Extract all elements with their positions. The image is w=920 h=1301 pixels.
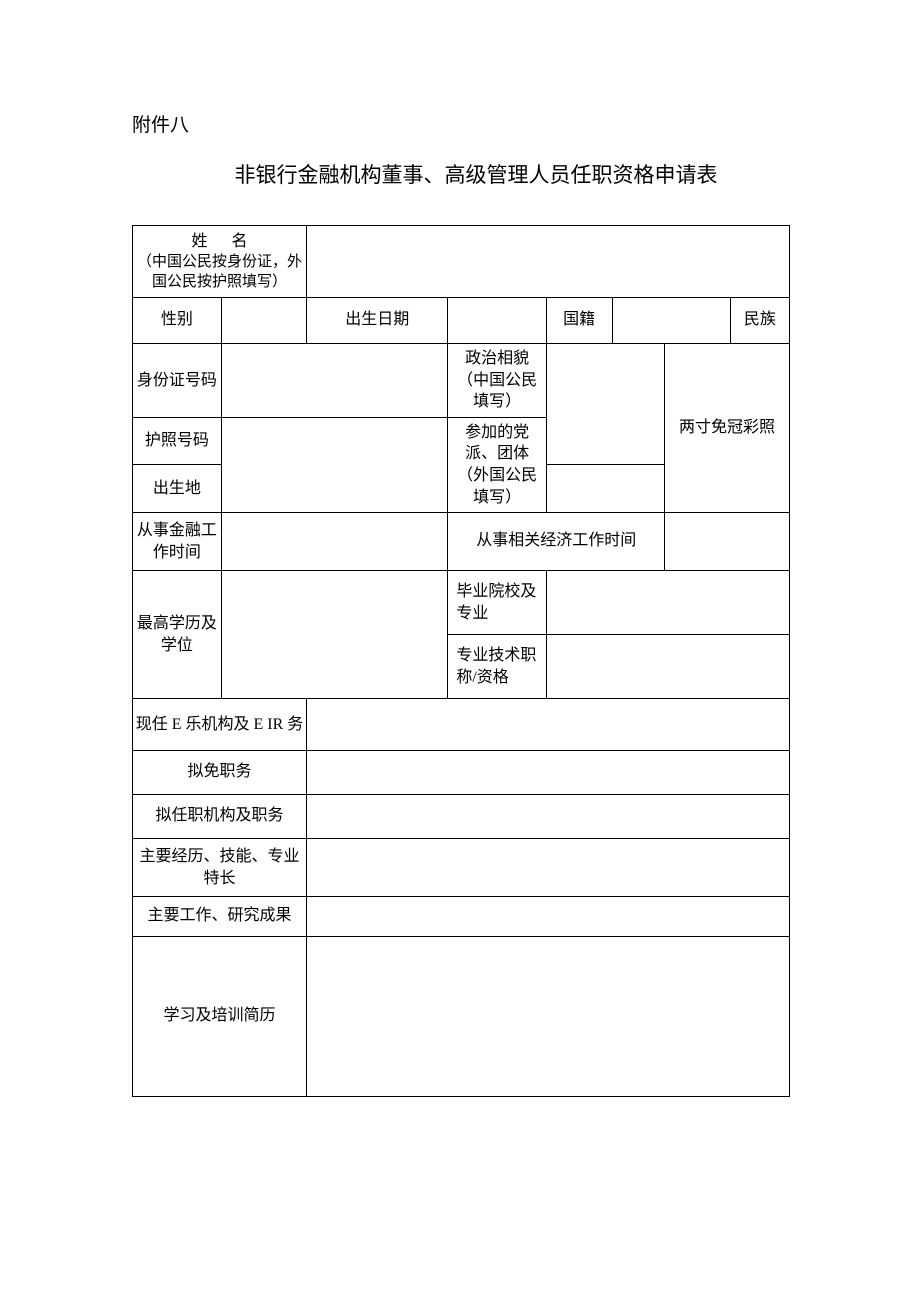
field-photo[interactable]: 两寸免冠彩照 (665, 344, 790, 513)
field-apply-org[interactable] (307, 795, 790, 839)
label-gender: 性别 (133, 298, 222, 344)
label-resign: 拟免职务 (133, 751, 307, 795)
label-political: 政治相貌（中国公民填写） (448, 344, 547, 418)
field-idnumber[interactable] (221, 344, 448, 418)
field-party[interactable] (546, 465, 664, 513)
field-resign[interactable] (307, 751, 790, 795)
label-pro-title: 专业技术职称/资格 (448, 635, 547, 699)
attachment-label: 附件八 (132, 110, 790, 137)
form-title: 非银行金融机构董事、高级管理人员任职资格申请表 (132, 159, 790, 189)
label-nationality: 国籍 (546, 298, 612, 344)
field-econ-time[interactable] (665, 513, 790, 571)
label-name: 姓名 （中国公民按身份证，外 国公民按护照填写） (133, 226, 307, 298)
field-pro-title[interactable] (546, 635, 789, 699)
label-apply-org: 拟任职机构及职务 (133, 795, 307, 839)
label-finance-time: 从事金融工作时间 (133, 513, 222, 571)
field-name[interactable] (307, 226, 790, 298)
field-finance-time[interactable] (221, 513, 448, 571)
field-nationality[interactable] (612, 298, 730, 344)
field-political-party[interactable] (546, 344, 664, 465)
label-idnumber: 身份证号码 (133, 344, 222, 418)
field-passport-birthplace[interactable] (221, 417, 448, 512)
label-highest-edu: 最高学历及学位 (133, 571, 222, 699)
field-grad-school[interactable] (546, 571, 789, 635)
label-birthplace: 出生地 (133, 465, 222, 513)
label-experience: 主要经历、技能、专业特长 (133, 839, 307, 897)
field-highest-edu[interactable] (221, 571, 448, 699)
label-name-main: 姓名 (135, 231, 304, 253)
label-birthdate: 出生日期 (307, 298, 448, 344)
label-name-sub2: 国公民按护照填写） (135, 273, 304, 293)
field-current-org[interactable] (307, 699, 790, 751)
label-achievements: 主要工作、研究成果 (133, 897, 307, 937)
field-birthdate[interactable] (448, 298, 547, 344)
field-gender[interactable] (221, 298, 306, 344)
label-study-history: 学习及培训简历 (133, 937, 307, 1097)
label-ethnicity: 民族 (730, 298, 789, 344)
label-grad-school: 毕业院校及专业 (448, 571, 547, 635)
application-form-table: 姓名 （中国公民按身份证，外 国公民按护照填写） 性别 出生日期 国籍 民族 身… (132, 225, 790, 1097)
field-study-history[interactable] (307, 937, 790, 1097)
label-current-org: 现任 E 乐机构及 E IR 务 (133, 699, 307, 751)
field-experience[interactable] (307, 839, 790, 897)
label-econ-time: 从事相关经济工作时间 (448, 513, 665, 571)
label-passport: 护照号码 (133, 417, 222, 465)
field-achievements[interactable] (307, 897, 790, 937)
label-party: 参加的党派、团体（外国公民填写） (448, 417, 547, 512)
label-name-sub1: （中国公民按身份证，外 (135, 253, 304, 273)
